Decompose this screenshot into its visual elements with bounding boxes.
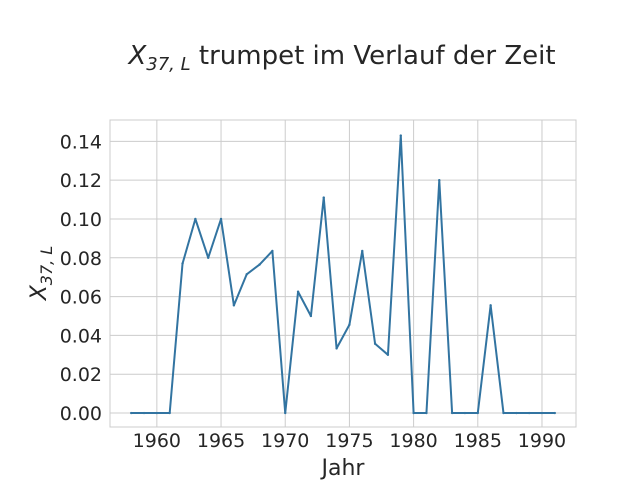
data-point (232, 304, 236, 307)
x-tick-label: 1960 (133, 430, 181, 452)
x-tick-label: 1970 (261, 430, 309, 452)
y-tick-label: 0.12 (60, 170, 102, 192)
plot-frame (109, 119, 577, 428)
data-point (489, 304, 492, 307)
y-axis-label-subscript: 37, L (37, 246, 56, 285)
data-point (129, 411, 133, 415)
y-tick-label: 0.00 (60, 403, 102, 425)
data-point (219, 217, 223, 221)
data-point (296, 290, 300, 293)
data-points (129, 134, 557, 415)
data-point (463, 411, 467, 415)
y-tick-labels: 0.00 0.02 0.04 0.06 0.08 0.10 0.12 0.14 (60, 131, 102, 425)
data-point (361, 249, 364, 253)
y-tick-label: 0.04 (60, 325, 102, 347)
data-point (168, 411, 171, 415)
chart-title: X37, L trumpet im Verlauf der Zeit (126, 41, 555, 75)
data-point (399, 134, 402, 137)
x-axis-label: Jahr (320, 456, 366, 480)
data-point (476, 411, 479, 415)
data-point (386, 353, 390, 357)
data-point (284, 411, 287, 415)
data-point (335, 347, 338, 350)
data-point (502, 411, 505, 415)
data-point (309, 314, 313, 318)
data-point (553, 411, 557, 415)
data-point (515, 411, 518, 415)
data-point (425, 411, 428, 415)
y-tick-label: 0.14 (60, 131, 102, 153)
x-tick-label: 1965 (197, 430, 245, 452)
data-point (194, 217, 197, 221)
x-tick-labels: 1960 1965 1970 1975 1980 1985 1990 (133, 430, 566, 452)
data-point (181, 262, 184, 265)
chart-title-symbol: X (126, 41, 147, 71)
chart-title-text: trumpet im Verlauf der Zeit (191, 41, 556, 71)
data-point (271, 249, 274, 253)
x-tick-label: 1985 (454, 430, 502, 452)
x-tick-label: 1990 (518, 430, 566, 452)
data-point (527, 411, 531, 415)
data-point (348, 323, 351, 326)
data-point (258, 263, 261, 266)
chart-title-subscript: 37, L (146, 54, 190, 75)
data-point (438, 178, 441, 182)
data-point (412, 411, 415, 415)
y-axis-label-symbol: X (27, 284, 52, 301)
x-tick-label: 1980 (389, 430, 437, 452)
data-point (245, 273, 248, 276)
x-tick-label: 1975 (325, 430, 373, 452)
y-tick-label: 0.08 (60, 248, 102, 270)
data-point (373, 342, 377, 345)
data-point (155, 411, 159, 415)
series-line (131, 134, 555, 415)
y-tick-label: 0.10 (60, 209, 102, 231)
data-point (322, 196, 325, 199)
plot-area (109, 119, 577, 428)
data-point (540, 411, 544, 415)
y-tick-label: 0.06 (60, 287, 102, 309)
plot-background (110, 120, 576, 427)
y-axis-label: X37, L (27, 246, 56, 302)
data-point (450, 411, 454, 415)
data-point (142, 411, 146, 415)
y-tick-label: 0.02 (60, 364, 102, 386)
data-point (207, 256, 210, 259)
